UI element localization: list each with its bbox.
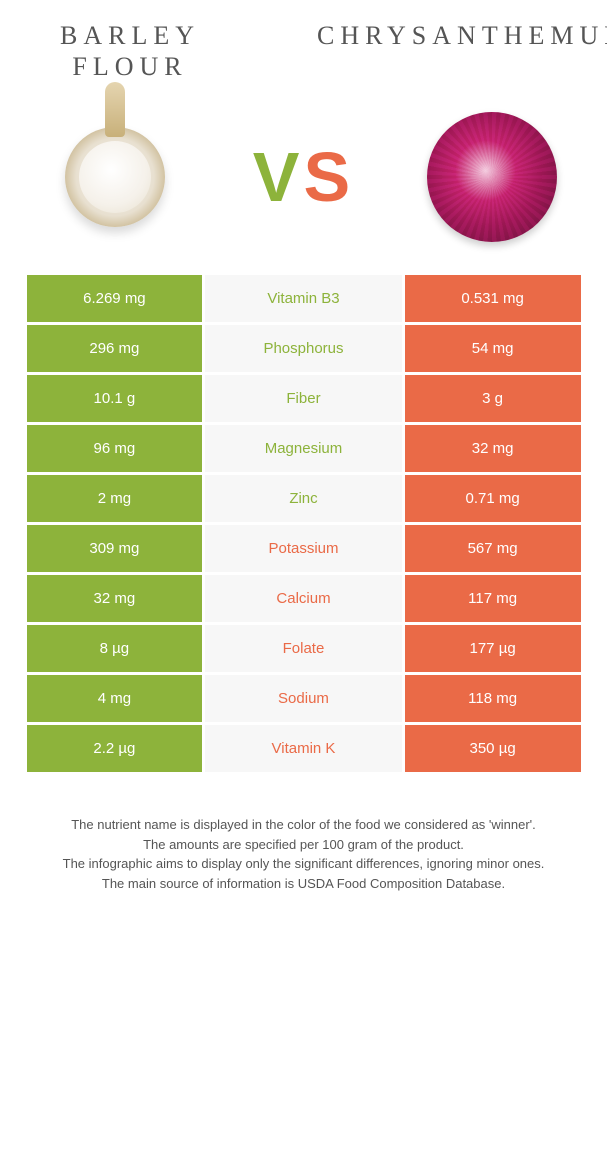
table-row: 6.269 mgVitamin B30.531 mg [27,275,581,322]
comparison-table: 6.269 mgVitamin B30.531 mg296 mgPhosphor… [24,272,584,775]
vs-label: VS [253,137,354,217]
right-value: 350 µg [405,725,581,772]
left-value: 10.1 g [27,375,203,422]
nutrient-label: Fiber [205,375,401,422]
right-value: 54 mg [405,325,581,372]
table-row: 8 µgFolate177 µg [27,625,581,672]
title-left: BARLEY FLOUR [30,20,230,82]
nutrient-label: Phosphorus [205,325,401,372]
left-value: 96 mg [27,425,203,472]
right-value: 0.71 mg [405,475,581,522]
image-row: VS [0,92,607,272]
table-row: 309 mgPotassium567 mg [27,525,581,572]
table-row: 2 mgZinc0.71 mg [27,475,581,522]
left-value: 296 mg [27,325,203,372]
footer-line: The infographic aims to display only the… [24,854,584,874]
nutrient-label: Folate [205,625,401,672]
right-value: 177 µg [405,625,581,672]
table-row: 32 mgCalcium117 mg [27,575,581,622]
right-value: 567 mg [405,525,581,572]
footer-line: The main source of information is USDA F… [24,874,584,894]
footer-line: The amounts are specified per 100 gram o… [24,835,584,855]
nutrient-label: Potassium [205,525,401,572]
footer-line: The nutrient name is displayed in the co… [24,815,584,835]
nutrient-label: Zinc [205,475,401,522]
vs-v: V [253,138,304,216]
barley-flour-image [40,102,190,252]
nutrient-label: Vitamin K [205,725,401,772]
vs-s: S [304,138,355,216]
right-value: 32 mg [405,425,581,472]
header-row: BARLEY FLOUR CHRYSANTHEMUM [0,0,607,92]
left-value: 6.269 mg [27,275,203,322]
table-row: 96 mgMagnesium32 mg [27,425,581,472]
right-value: 0.531 mg [405,275,581,322]
left-value: 8 µg [27,625,203,672]
right-value: 117 mg [405,575,581,622]
nutrient-label: Magnesium [205,425,401,472]
left-value: 4 mg [27,675,203,722]
nutrient-label: Vitamin B3 [205,275,401,322]
nutrient-label: Calcium [205,575,401,622]
left-value: 2.2 µg [27,725,203,772]
table-row: 4 mgSodium118 mg [27,675,581,722]
footer-notes: The nutrient name is displayed in the co… [24,815,584,893]
right-value: 118 mg [405,675,581,722]
left-value: 32 mg [27,575,203,622]
table-row: 10.1 gFiber3 g [27,375,581,422]
nutrient-label: Sodium [205,675,401,722]
left-value: 309 mg [27,525,203,572]
right-value: 3 g [405,375,581,422]
left-value: 2 mg [27,475,203,522]
chrysanthemum-image [417,102,567,252]
table-row: 2.2 µgVitamin K350 µg [27,725,581,772]
table-row: 296 mgPhosphorus54 mg [27,325,581,372]
title-right: CHRYSANTHEMUM [317,20,577,82]
